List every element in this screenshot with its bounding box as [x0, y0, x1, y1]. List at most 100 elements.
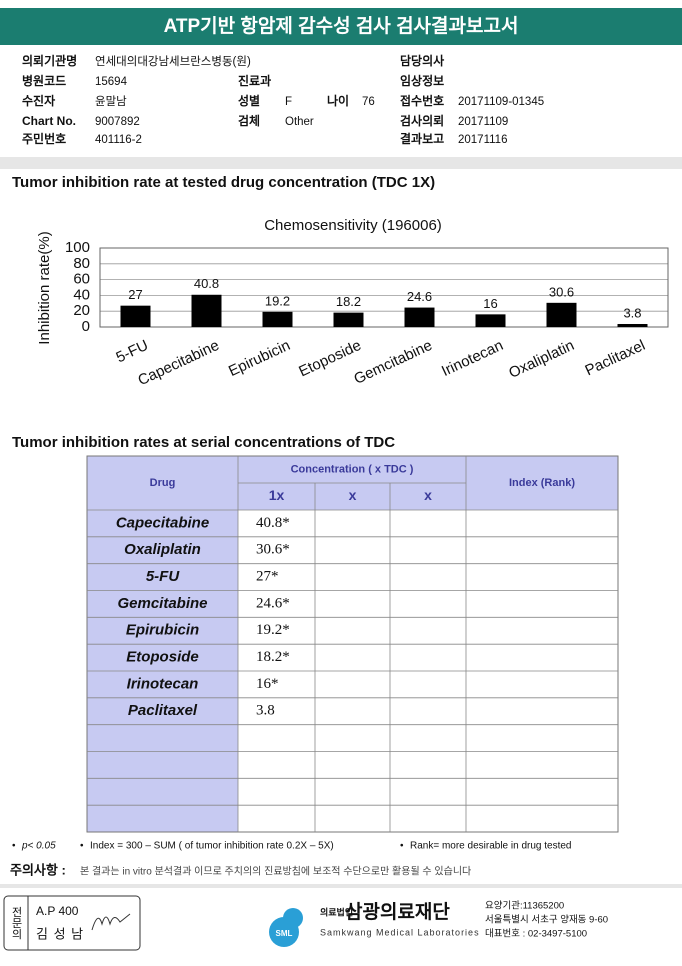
y-tick-label: 20 [73, 302, 90, 319]
plot-frame [99, 247, 669, 328]
separator [0, 157, 682, 169]
footer-doctor: 김 성 남 [36, 926, 84, 941]
data-label: 3.8 [623, 305, 641, 320]
note: p< 0.05 [21, 841, 56, 852]
field-label: Chart No. [22, 114, 76, 128]
field-label: 결과보고 [400, 131, 444, 146]
data-label: 30.6 [549, 284, 574, 299]
field-label: 병원코드 [22, 73, 66, 88]
field-value: 401116-2 [95, 134, 142, 146]
note: Index = 300 – SUM ( of tumor inhibition … [90, 841, 334, 852]
caution-text: 본 결과는 in vitro 분석결과 이므로 주치의의 진료방침에 보조적 수… [80, 865, 471, 878]
drug-value: 19.2* [256, 622, 290, 638]
y-tick-label: 100 [65, 239, 90, 256]
bullet: • [400, 841, 404, 852]
drug-name: Gemcitabine [117, 595, 207, 612]
chart-title: Chemosensitivity (196006) [264, 217, 442, 234]
field-label: 임상정보 [400, 73, 444, 88]
field-value: F [285, 96, 292, 108]
field-label: 주민번호 [22, 131, 66, 146]
x-tick-label: Gemcitabine [351, 337, 435, 388]
bar [475, 314, 506, 327]
footer-org-en: Samkwang Medical Laboratories [320, 927, 480, 937]
y-tick-label: 40 [73, 286, 90, 303]
signature [91, 913, 131, 931]
field-label: 수진자 [22, 93, 55, 108]
drug-name: Irinotecan [127, 675, 199, 692]
signature-box [3, 895, 141, 951]
footer-logo: SML [276, 929, 293, 938]
y-tick-label: 0 [82, 318, 90, 335]
footer-ap: A.P 400 [36, 904, 79, 918]
x-tick-label: Oxaliplatin [506, 337, 577, 382]
section-title: Tumor inhibition rates at serial concent… [12, 434, 395, 451]
x-tick-label: Capecitabine [135, 337, 222, 389]
x-tick-label: Paclitaxel [582, 337, 647, 380]
table-header: Index (Rank) [509, 477, 575, 489]
title: ATP기반 항암제 감수성 검사 검사결과보고서 [164, 15, 519, 37]
bullet: • [12, 841, 16, 852]
footer-corp-type: 의료법인 [320, 906, 353, 917]
field-label: 담당의사 [400, 53, 444, 68]
drug-value: 3.8 [256, 703, 275, 719]
drug-value: 40.8* [256, 515, 290, 531]
y-axis-label: Inhibition rate(%) [36, 231, 53, 344]
field-label: 나이 [327, 93, 349, 108]
section-title: Tumor inhibition rate at tested drug con… [12, 174, 435, 191]
drug-name: Capecitabine [116, 514, 209, 531]
field-label: 접수번호 [400, 93, 444, 108]
footer-specialist: 전문의 [10, 906, 22, 940]
drug-value: 18.2* [256, 649, 290, 665]
drug-name: Oxaliplatin [124, 541, 201, 558]
field-value: 윤말남 [95, 94, 127, 108]
drug-value: 30.6* [256, 542, 290, 558]
title-bar [0, 8, 682, 45]
note: Rank= more desirable in drug tested [410, 841, 571, 852]
field-value: 9007892 [95, 116, 140, 128]
bar [546, 302, 577, 327]
field-value: Other [285, 116, 314, 128]
field-value: 15694 [95, 76, 128, 88]
footer-code: 요양기관:11365200 [485, 901, 564, 912]
y-tick-label: 80 [73, 255, 90, 272]
field-label: 진료과 [238, 73, 271, 88]
bar [333, 312, 364, 327]
field-value: 20171116 [458, 134, 507, 146]
caution-label: 주의사항 : [10, 862, 66, 877]
logo-circle [269, 917, 299, 947]
footer-phone: 대표번호 : 02-3497-5100 [485, 929, 587, 940]
bar [404, 307, 435, 327]
separator [0, 884, 682, 888]
field-value: 20171109 [458, 116, 508, 128]
drug-name: 5-FU [146, 568, 181, 585]
field-label: 검사의뢰 [400, 113, 444, 128]
bar [262, 311, 293, 327]
bar [617, 323, 648, 327]
drug-value: 16* [256, 676, 279, 692]
field-label: 의뢰기관명 [22, 53, 77, 68]
data-label: 18.2 [336, 294, 361, 309]
field-label: 검체 [238, 113, 260, 128]
x-tick-label: Epirubicin [226, 337, 293, 380]
drug-name: Etoposide [126, 649, 199, 666]
field-label: 성별 [238, 93, 260, 108]
table-header: Drug [150, 477, 176, 489]
bar [120, 305, 151, 327]
field-value: 76 [362, 96, 375, 108]
table-header: 1x [269, 487, 285, 503]
data-label: 40.8 [194, 276, 219, 291]
drug-value: 24.6* [256, 595, 290, 611]
table-header: x [349, 487, 357, 503]
field-value: 연세대의대강남세브란스병동(원) [95, 54, 251, 68]
bullet: • [80, 841, 84, 852]
data-label: 19.2 [265, 293, 290, 308]
data-label: 16 [483, 296, 497, 311]
data-label: 24.6 [407, 289, 432, 304]
table-header: x [424, 487, 432, 503]
footer-org: 삼광의료재단 [345, 901, 450, 923]
drug-value: 27* [256, 569, 279, 585]
table-header: Concentration ( x TDC ) [291, 463, 414, 475]
x-tick-label: 5-FU [113, 337, 150, 366]
